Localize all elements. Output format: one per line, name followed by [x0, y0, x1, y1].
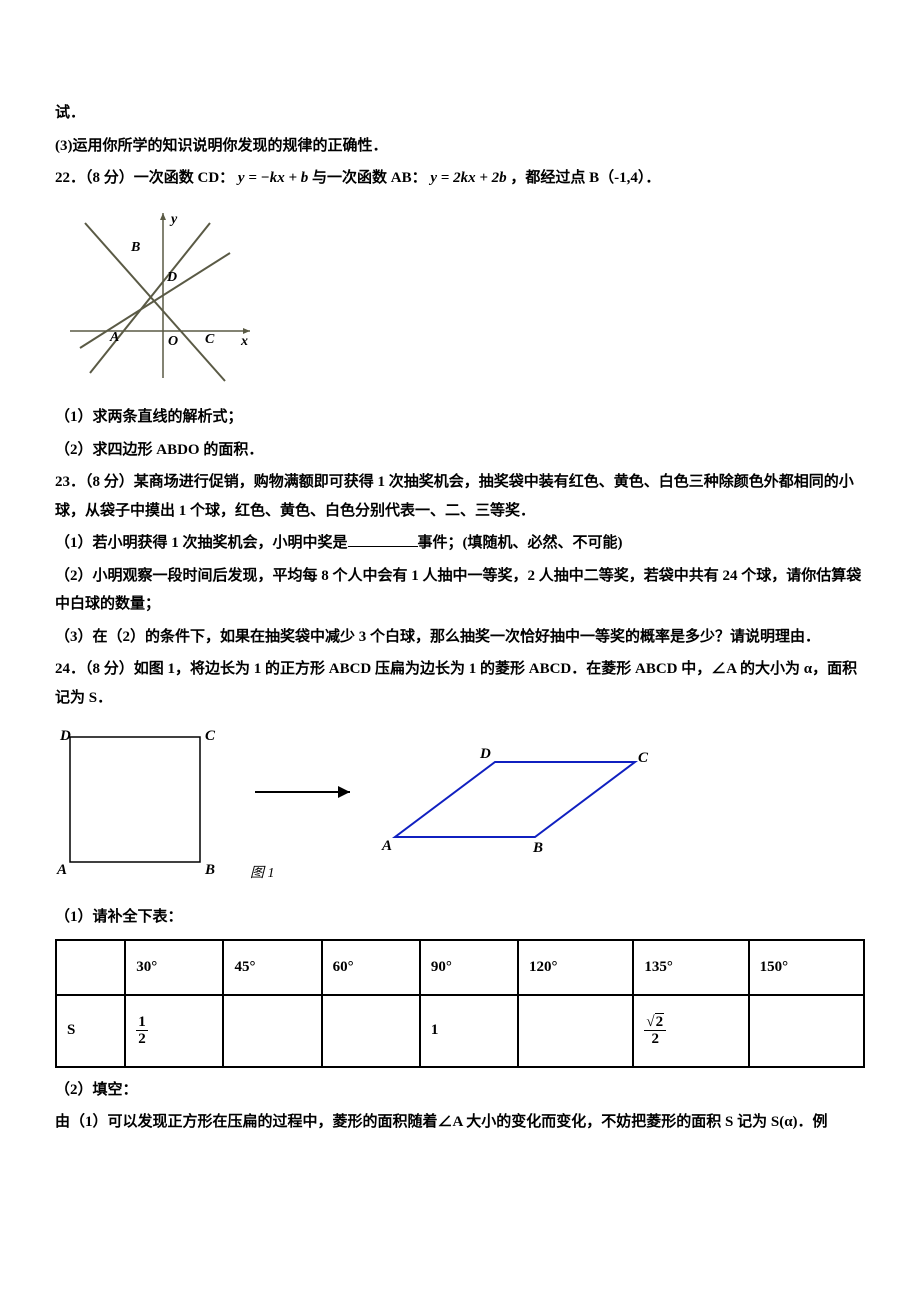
q23-sub3: （3）在（2）的条件下，如果在抽奖袋中减少 3 个白球，那么抽奖一次恰好抽中一等…: [55, 623, 865, 652]
svg-text:A: A: [56, 862, 67, 878]
svg-text:D: D: [479, 746, 491, 762]
svg-text:y: y: [169, 212, 178, 227]
svg-text:C: C: [205, 728, 216, 744]
svg-text:D: D: [59, 728, 71, 744]
cell-h7: 150°: [749, 940, 864, 995]
q24-figure: D C A B A B C D 图 1: [55, 722, 865, 893]
svg-text:B: B: [532, 840, 543, 856]
q23-sub1: （1）若小明获得 1 次抽奖机会，小明中奖是 事件；(填随机、必然、不可能): [55, 529, 865, 558]
q22-mid: 与一次函数 AB：: [312, 170, 427, 186]
q22-stem: 22．（8 分）一次函数 CD： y = −kx + b 与一次函数 AB： y…: [55, 164, 865, 193]
cell-h5: 120°: [518, 940, 633, 995]
q23-stem: 23．（8 分）某商场进行促销，购物满额即可获得 1 次抽奖机会，抽奖袋中装有红…: [55, 468, 865, 525]
svg-text:B: B: [130, 240, 140, 255]
q23-sub1-suffix: 事件；(填随机、必然、不可能): [418, 535, 623, 551]
svg-text:O: O: [168, 334, 178, 349]
q22-suffix: ，都经过点 B（-1,4）．: [510, 170, 660, 186]
cell-s3[interactable]: [322, 995, 420, 1067]
cell-s4[interactable]: 1: [420, 995, 518, 1067]
cell-h0: [56, 940, 125, 995]
q23-sub2: （2）小明观察一段时间后发现，平均每 8 个人中会有 1 人抽中一等奖，2 人抽…: [55, 562, 865, 619]
cell-s-label: S: [56, 995, 125, 1067]
q22-eq1: y = −kx + b: [238, 170, 308, 186]
header-line1: 试．: [55, 99, 865, 128]
q22-eq2: y = 2kx + 2b: [430, 170, 506, 186]
cell-h3: 60°: [322, 940, 420, 995]
svg-text:图 1: 图 1: [250, 865, 275, 881]
cell-h6: 135°: [633, 940, 748, 995]
cell-s1[interactable]: 12: [125, 995, 223, 1067]
table-row: S 12 1 √22: [56, 995, 864, 1067]
cell-s6[interactable]: √22: [633, 995, 748, 1067]
cell-s5[interactable]: [518, 995, 633, 1067]
cell-h1: 30°: [125, 940, 223, 995]
q24-sub3: 由（1）可以发现正方形在压扁的过程中，菱形的面积随着∠A 大小的变化而变化，不妨…: [55, 1108, 865, 1137]
svg-text:C: C: [638, 750, 649, 766]
q23-blank[interactable]: [348, 532, 418, 547]
q22-sub1: （1）求两条直线的解析式；: [55, 403, 865, 432]
svg-text:D: D: [166, 270, 177, 285]
q24-stem: 24．（8 分）如图 1，将边长为 1 的正方形 ABCD 压扁为边长为 1 的…: [55, 655, 865, 712]
q22-prefix: 22．（8 分）一次函数 CD：: [55, 170, 234, 186]
cell-h4: 90°: [420, 940, 518, 995]
cell-s2[interactable]: [223, 995, 321, 1067]
svg-text:A: A: [109, 330, 119, 345]
cell-h2: 45°: [223, 940, 321, 995]
q22-sub2: （2）求四边形 ABDO 的面积．: [55, 436, 865, 465]
svg-text:B: B: [204, 862, 215, 878]
q24-sub2: （2）填空：: [55, 1076, 865, 1105]
svg-text:C: C: [205, 332, 215, 347]
header-line2: (3)运用你所学的知识说明你发现的规律的正确性．: [55, 132, 865, 161]
q23-sub1-prefix: （1）若小明获得 1 次抽奖机会，小明中奖是: [55, 535, 348, 551]
svg-text:x: x: [240, 334, 248, 349]
q24-table: 30° 45° 60° 90° 120° 135° 150° S 12 1 √2…: [55, 939, 865, 1068]
q24-sub1: （1）请补全下表：: [55, 903, 865, 932]
cell-s7[interactable]: [749, 995, 864, 1067]
q22-figure: A B C D O x y: [55, 203, 865, 394]
table-row: 30° 45° 60° 90° 120° 135° 150°: [56, 940, 864, 995]
svg-text:A: A: [381, 838, 392, 854]
